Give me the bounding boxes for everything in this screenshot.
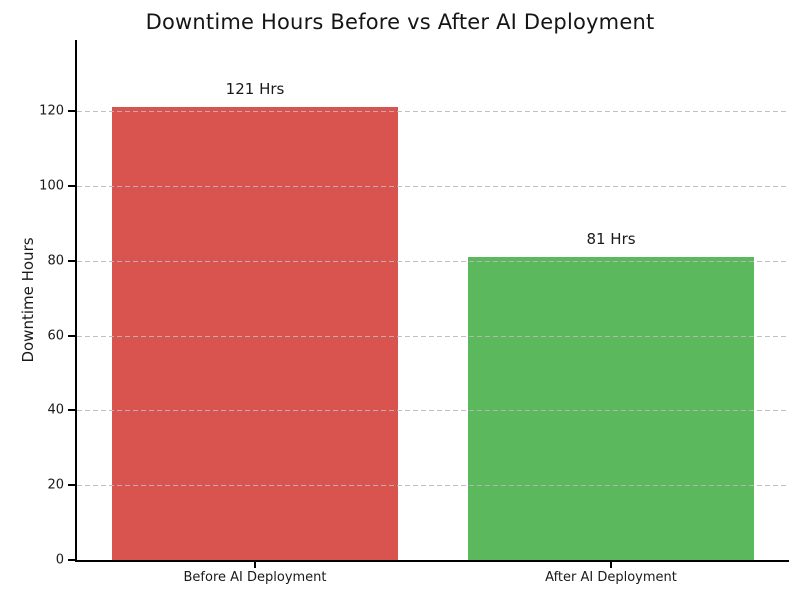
x-tick-before-ai-deployment bbox=[254, 562, 256, 568]
y-tick-40 bbox=[68, 409, 75, 412]
y-tick-label-100: 100 bbox=[39, 178, 64, 194]
y-tick-60 bbox=[68, 334, 75, 337]
y-tick-label-0: 0 bbox=[55, 552, 64, 568]
bar-after-ai-deployment bbox=[467, 256, 755, 560]
gridline-60 bbox=[77, 335, 789, 337]
gridline-100 bbox=[77, 185, 789, 187]
plot-area: 121 Hrs 81 Hrs 0 20 40 60 80 100 120 Before AI De… bbox=[39, 40, 789, 585]
y-tick-label-120: 120 bbox=[39, 103, 64, 119]
y-tick-20 bbox=[68, 484, 75, 487]
gridline-40 bbox=[77, 410, 789, 412]
y-tick-100 bbox=[68, 184, 75, 187]
y-tick-label-80: 80 bbox=[47, 253, 64, 269]
y-tick-80 bbox=[68, 259, 75, 262]
x-tick-label-after-ai-deployment: After AI Deployment bbox=[545, 570, 677, 585]
y-tick-0 bbox=[68, 559, 75, 561]
y-tick-label-40: 40 bbox=[47, 402, 64, 418]
chart-title: Downtime Hours Before vs After AI Deploy… bbox=[145, 10, 655, 34]
x-tick-after-ai-deployment bbox=[610, 562, 612, 568]
y-tick-120 bbox=[68, 110, 75, 113]
gridline-80 bbox=[77, 260, 789, 262]
bar-value-label-after-ai-deployment: 81 Hrs bbox=[586, 229, 636, 248]
gridline-20 bbox=[77, 485, 789, 487]
y-tick-label-20: 20 bbox=[47, 477, 64, 493]
gridline-120 bbox=[77, 111, 789, 113]
bar-before-ai-deployment bbox=[111, 107, 399, 560]
y-tick-label-60: 60 bbox=[47, 328, 64, 344]
y-axis-label: Downtime Hours bbox=[19, 237, 37, 363]
bar-value-label-before-ai-deployment: 121 Hrs bbox=[225, 80, 285, 99]
x-tick-label-before-ai-deployment: Before AI Deployment bbox=[183, 570, 327, 585]
